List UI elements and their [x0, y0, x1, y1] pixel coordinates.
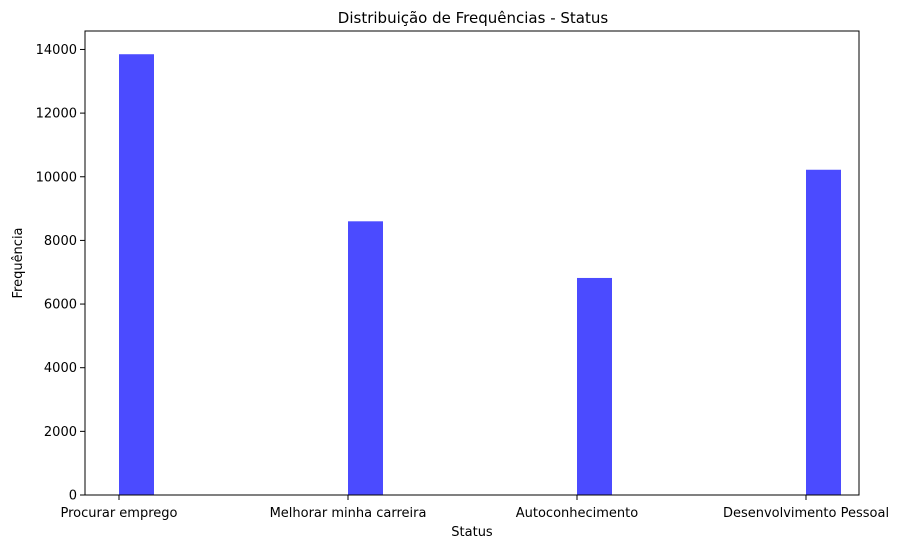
- plot-area-frame: [84, 30, 860, 496]
- x-tick-label-0: Procurar emprego: [61, 506, 178, 521]
- bar-1: [348, 221, 383, 496]
- y-tick-label-5: 10000: [36, 170, 77, 185]
- bars-group: [119, 54, 841, 496]
- bar-3: [806, 169, 841, 495]
- y-tick-label-1: 2000: [44, 425, 77, 440]
- chart-title: Distribuição de Frequências - Status: [338, 9, 609, 27]
- y-tick-label-0: 0: [69, 489, 77, 504]
- y-axis: 0 2000 4000 6000 8000 10000 12000 14000: [36, 43, 85, 504]
- x-tick-label-2: Autoconhecimento: [516, 506, 639, 521]
- x-tick-label-3: Desenvolvimento Pessoal: [723, 506, 889, 521]
- x-axis-label: Status: [451, 525, 493, 540]
- y-tick-label-4: 8000: [44, 234, 77, 249]
- y-tick-label-3: 6000: [44, 298, 77, 313]
- x-axis: Procurar emprego Melhorar minha carreira A…: [61, 495, 889, 521]
- x-tick-label-1: Melhorar minha carreira: [270, 506, 427, 521]
- bar-2: [577, 277, 612, 495]
- bar-0: [119, 54, 154, 496]
- y-tick-label-2: 4000: [44, 361, 77, 376]
- y-tick-label-7: 14000: [36, 43, 77, 58]
- y-tick-label-6: 12000: [36, 107, 77, 122]
- y-axis-label: Frequência: [11, 227, 26, 298]
